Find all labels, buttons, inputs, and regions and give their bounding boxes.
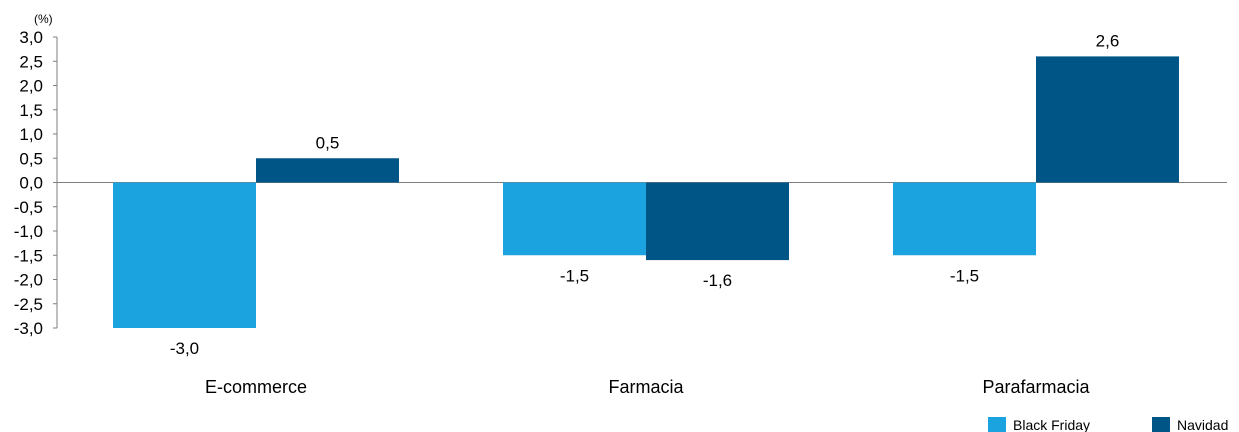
y-axis-unit-label: (%) [34,12,53,26]
data-label: 2,6 [1096,31,1120,50]
category-label: Farmacia [608,377,684,397]
bar-black-friday-e-commerce [113,182,256,328]
y-tick-label: 0,0 [19,174,43,193]
y-tick-label: -0,5 [14,198,43,217]
legend-label: Navidad [1177,417,1228,432]
legend-label: Black Friday [1013,417,1090,432]
data-label: 0,5 [316,133,340,152]
y-tick-label: -2,0 [14,271,43,290]
data-labels: -3,0 0,5 -1,5 -1,6 -1,5 2,6 [170,31,1119,358]
data-label: -1,5 [950,266,979,285]
y-tick-label: -3,0 [14,319,43,338]
data-label: -1,5 [560,266,589,285]
y-tick-label: 3,0 [19,28,43,47]
bar-navidad-farmacia [646,182,789,261]
category-label: E-commerce [205,377,307,397]
y-tick-label: -1,5 [14,246,43,265]
y-tick-label: 1,5 [19,101,43,120]
data-label: -3,0 [170,339,199,358]
legend: Black Friday Navidad [988,417,1228,432]
legend-swatch [988,417,1006,432]
bar-navidad-e-commerce [256,158,399,183]
bar-black-friday-farmacia [503,182,646,256]
y-tick-label: 2,0 [19,77,43,96]
category-label: Parafarmacia [982,377,1090,397]
y-tick-label: -2,5 [14,295,43,314]
legend-swatch [1152,417,1170,432]
category-labels: E-commerce Farmacia Parafarmacia [205,377,1091,397]
y-tick-label: 1,0 [19,125,43,144]
y-tick-label: 0,5 [19,149,43,168]
bar-navidad-parafarmacia [1036,56,1179,183]
data-label: -1,6 [703,271,732,290]
y-tick-label: -1,0 [14,222,43,241]
bars [113,56,1179,328]
bar-black-friday-parafarmacia [893,182,1036,256]
y-tick-label: 2,5 [19,52,43,71]
